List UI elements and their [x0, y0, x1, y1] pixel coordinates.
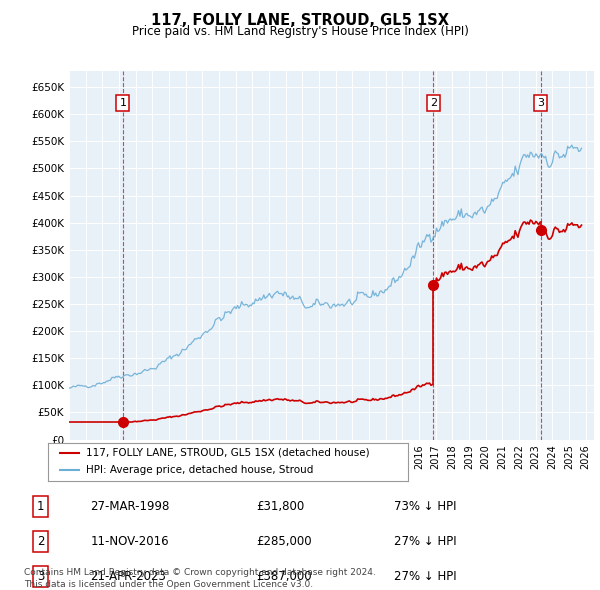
- Text: £31,800: £31,800: [256, 500, 304, 513]
- Text: 117, FOLLY LANE, STROUD, GL5 1SX (detached house): 117, FOLLY LANE, STROUD, GL5 1SX (detach…: [86, 448, 370, 458]
- Text: £387,000: £387,000: [256, 570, 311, 584]
- Text: 3: 3: [37, 570, 44, 584]
- Text: Contains HM Land Registry data © Crown copyright and database right 2024.
This d: Contains HM Land Registry data © Crown c…: [24, 568, 376, 589]
- Text: 2: 2: [37, 535, 44, 548]
- Text: Price paid vs. HM Land Registry's House Price Index (HPI): Price paid vs. HM Land Registry's House …: [131, 25, 469, 38]
- Text: 1: 1: [37, 500, 44, 513]
- Text: 117, FOLLY LANE, STROUD, GL5 1SX: 117, FOLLY LANE, STROUD, GL5 1SX: [151, 13, 449, 28]
- Text: 27% ↓ HPI: 27% ↓ HPI: [394, 570, 457, 584]
- Text: £285,000: £285,000: [256, 535, 311, 548]
- Text: 21-APR-2023: 21-APR-2023: [90, 570, 166, 584]
- Text: 3: 3: [537, 99, 544, 109]
- Text: 1: 1: [119, 99, 127, 109]
- Text: 27-MAR-1998: 27-MAR-1998: [90, 500, 170, 513]
- Text: 27% ↓ HPI: 27% ↓ HPI: [394, 535, 457, 548]
- Text: 11-NOV-2016: 11-NOV-2016: [90, 535, 169, 548]
- Text: 73% ↓ HPI: 73% ↓ HPI: [394, 500, 457, 513]
- Text: 2: 2: [430, 99, 437, 109]
- Text: HPI: Average price, detached house, Stroud: HPI: Average price, detached house, Stro…: [86, 466, 313, 476]
